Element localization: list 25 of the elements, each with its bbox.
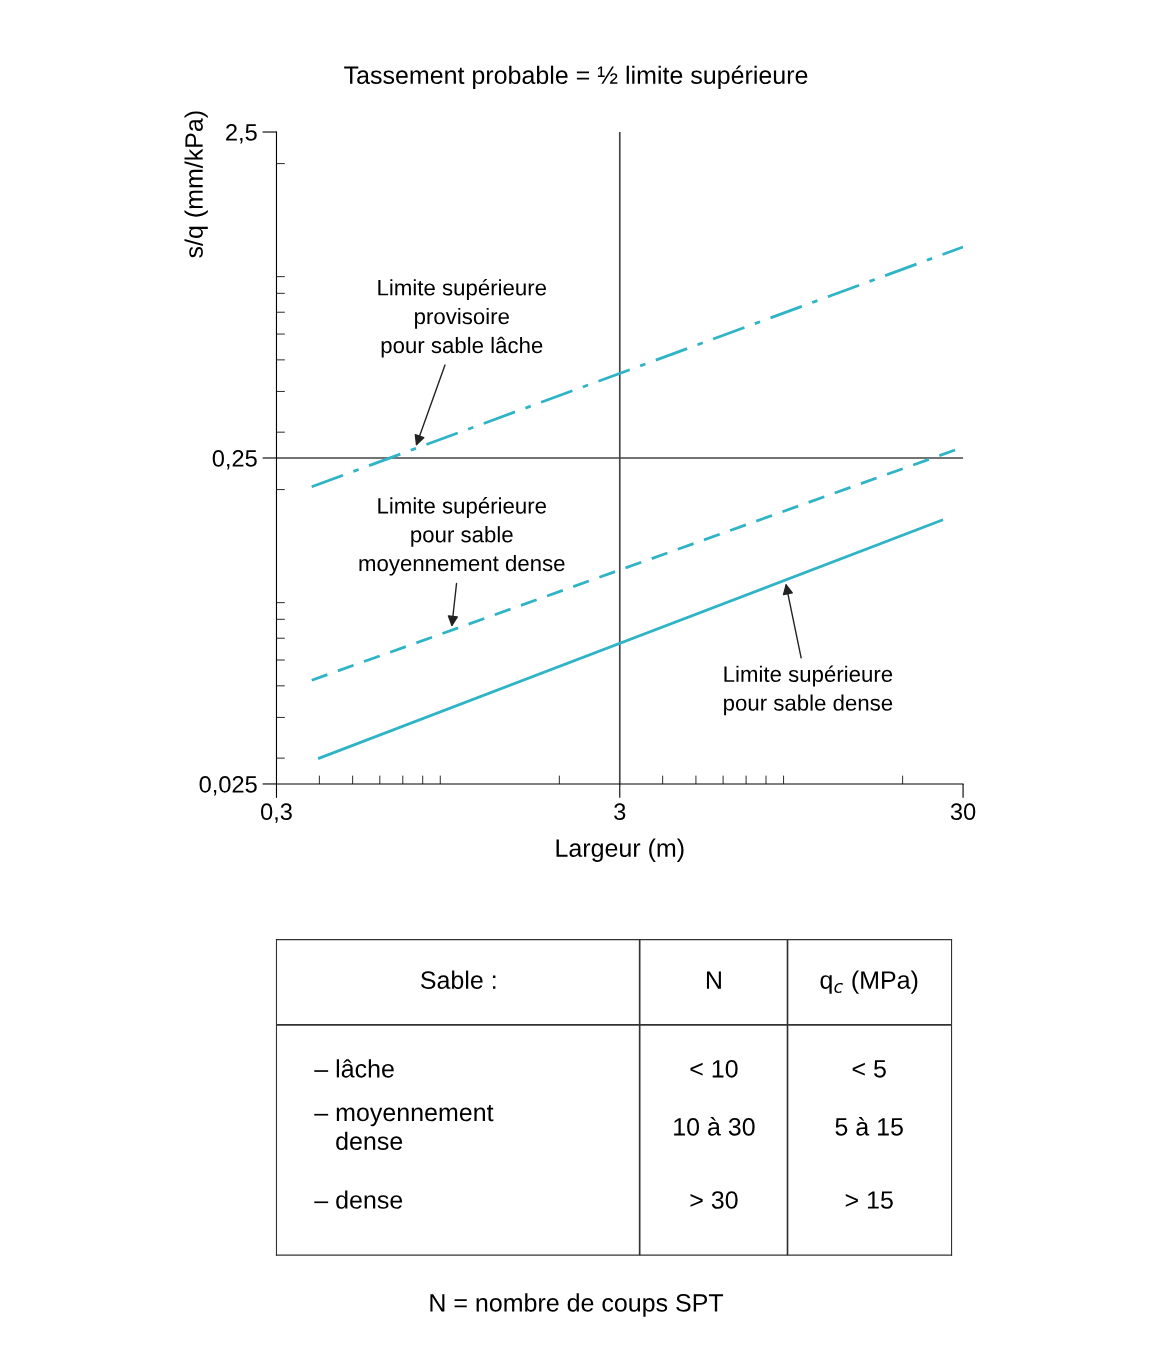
y-tick-label: 0,25 xyxy=(212,450,257,470)
text: – lâche xyxy=(314,1059,394,1078)
x-axis-title: Largeur (m) xyxy=(556,838,684,862)
text: 10 à 30 xyxy=(674,1117,755,1136)
text: – moyennement dense xyxy=(314,1104,494,1151)
text: N = nombre de coups SPT xyxy=(430,1293,724,1317)
text: q$_{c}$ (MPa) xyxy=(820,970,918,994)
x-tick-label: 30 xyxy=(950,803,976,821)
text: > 30 xyxy=(690,1191,738,1209)
x-tick-label: 3 xyxy=(614,803,626,821)
text: N xyxy=(706,971,721,989)
text: > 15 xyxy=(845,1191,893,1209)
chart-title: Tassement probable = ½ limite supérieure xyxy=(344,65,808,89)
x-tick-label: 0,3 xyxy=(260,803,292,823)
y-tick-label: 0,025 xyxy=(199,776,257,796)
text: < 5 xyxy=(852,1060,886,1078)
text: Sable : xyxy=(420,970,496,989)
text: 5 à 15 xyxy=(835,1117,903,1136)
y-axis-title: s/q (mm/kPa) xyxy=(184,111,208,258)
text: < 10 xyxy=(690,1059,738,1078)
annotation: Limite supérieure pour sable dense xyxy=(724,665,893,716)
text: – dense xyxy=(314,1190,403,1209)
annotation: Limite supérieure provisoire pour sable lâche xyxy=(378,278,546,358)
y-tick-label: 2,5 xyxy=(226,124,257,144)
annotation: Limite supérieure pour sable moyennement dense xyxy=(359,497,565,576)
